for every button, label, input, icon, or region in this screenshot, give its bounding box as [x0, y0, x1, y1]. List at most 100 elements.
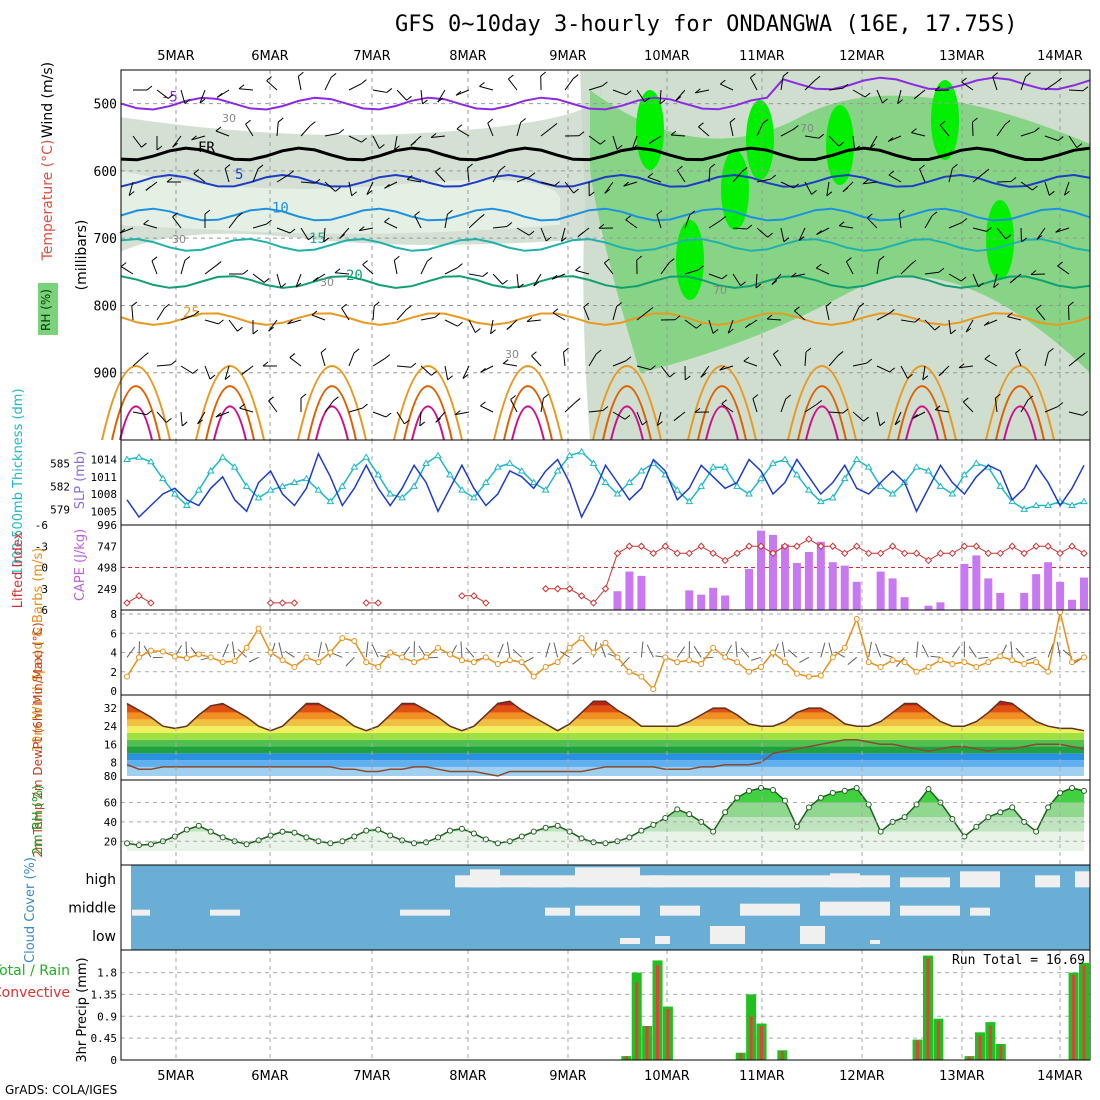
wind-speed-point: [1081, 654, 1087, 661]
ylabel-lifted-index: Lifted Index: [11, 531, 26, 608]
li-point: [266, 599, 275, 607]
wind-barb: [876, 365, 890, 373]
thickness-point: [745, 490, 753, 497]
wind-barb: [533, 273, 542, 287]
wind-barb: [595, 349, 602, 355]
wind-barb: [698, 265, 704, 271]
wind-barb: [1068, 356, 1081, 367]
wind-barb: [467, 168, 470, 183]
wind-barb: [394, 135, 398, 150]
wind-barb: [241, 370, 248, 375]
isotherm-bubble: [687, 365, 757, 441]
rh2m-point: [734, 794, 741, 801]
wind-speed-point: [997, 653, 1004, 660]
rh2m-point: [913, 801, 920, 808]
cloud-patch: [830, 873, 860, 888]
wind-barb: [480, 367, 486, 373]
wind-barb: [816, 267, 830, 275]
wind-barb: [372, 358, 386, 367]
wind-barb: [719, 365, 734, 371]
wind-barb: [406, 175, 413, 180]
isotherm-line: [120, 237, 1091, 252]
wind-barb: [467, 163, 473, 169]
temp-band: [127, 705, 1084, 713]
cloud-level-label: middle: [68, 901, 116, 917]
wind-barb: [193, 169, 200, 174]
wind-barb: [793, 125, 799, 130]
wind-barb: [431, 370, 437, 376]
wind-barb: [311, 310, 318, 316]
wind-barb: [215, 126, 222, 132]
wind-barb: [437, 97, 444, 103]
wind-barb: [204, 209, 211, 215]
wind-barb: [919, 168, 926, 183]
wind-barb: [660, 365, 671, 378]
wind-barb: [492, 273, 503, 285]
isotherm-bubble: [705, 405, 739, 441]
cape-tick: 747: [97, 540, 117, 553]
wind-barb: [574, 398, 581, 403]
wind-barb: [422, 99, 428, 105]
wind-barb-10m: [1015, 647, 1025, 658]
wind-tick: 0: [110, 685, 117, 698]
wind-barb: [804, 181, 813, 195]
wind-barb: [516, 176, 531, 183]
wind-tick: 8: [110, 608, 117, 621]
wind-barb: [228, 319, 238, 332]
wind-barb-10m: [143, 645, 152, 658]
wind-barb-10m: [497, 643, 504, 658]
li-point: [697, 542, 705, 550]
wind-barb: [600, 139, 606, 145]
cloud-patch: [455, 875, 890, 888]
isotherm-label: 10: [272, 201, 289, 217]
wind-barb: [462, 374, 469, 379]
wind-barb: [897, 89, 902, 104]
wind-barb: [983, 168, 990, 174]
wind-barb: [482, 272, 489, 277]
wind-barb: [732, 273, 742, 287]
wind-speed-point: [435, 644, 442, 651]
wind-barb: [384, 217, 390, 223]
wind-barb: [588, 135, 601, 145]
wind-barb: [984, 354, 991, 360]
wind-barb: [531, 351, 537, 357]
wind-speed-point: [769, 649, 776, 656]
thickness-point: [936, 482, 945, 489]
thickness-point: [912, 463, 921, 470]
wind-speed-point: [399, 654, 406, 661]
wind-speed-point: [805, 673, 812, 680]
wind-barb: [948, 273, 962, 282]
wind-barb: [770, 174, 777, 180]
wind-barb: [729, 117, 736, 123]
cape-bar: [768, 534, 777, 610]
wind-barb: [882, 98, 888, 104]
wind-barb: [414, 211, 420, 216]
thickness-point: [1020, 505, 1029, 512]
precip-tick: 0: [110, 1054, 117, 1067]
wind-barb: [341, 303, 347, 309]
precip-conv-bar: [645, 1026, 649, 1060]
rh2m-point: [758, 785, 765, 791]
precip-conv-bar: [936, 1021, 940, 1060]
wind-barb: [1044, 181, 1050, 196]
wind-barb: [280, 283, 287, 288]
wind-barb: [673, 416, 680, 422]
ylabel-rh: RH (%): [39, 289, 53, 331]
x-day-label-bottom: 9MAR: [549, 1069, 586, 1084]
wind-barb: [143, 223, 158, 229]
wind-barb: [1036, 227, 1046, 240]
wind-barb: [625, 219, 638, 229]
wind-speed-point: [949, 661, 956, 668]
wind-barb: [564, 181, 575, 194]
cloud-patch: [545, 907, 570, 916]
wind-speed-point: [793, 670, 800, 677]
wind-barb: [1068, 135, 1078, 148]
wind-barb-10m: [646, 644, 654, 658]
thickness-point: [804, 486, 813, 493]
wind-barb: [266, 219, 272, 225]
wind-barb: [598, 223, 605, 229]
cape-bar: [1056, 581, 1065, 610]
li-point: [936, 549, 945, 558]
rh2m-point: [494, 840, 501, 847]
x-day-label-top: 8MAR: [449, 49, 486, 64]
